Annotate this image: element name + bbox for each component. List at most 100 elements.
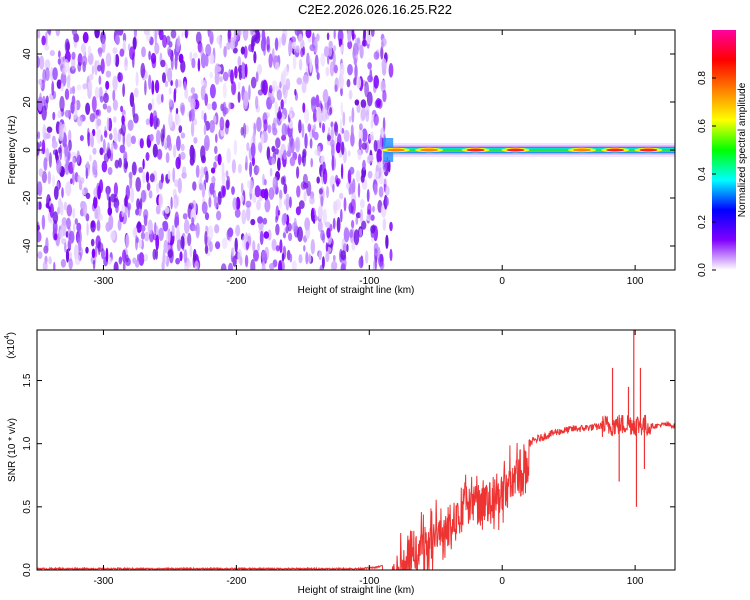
noise-blob bbox=[192, 181, 197, 191]
noise-blob bbox=[92, 259, 96, 270]
noise-blob bbox=[321, 256, 325, 269]
noise-blob bbox=[66, 217, 71, 230]
snr-marks bbox=[37, 330, 675, 570]
noise-blob bbox=[173, 88, 177, 103]
noise-blob bbox=[207, 103, 213, 110]
noise-blob bbox=[360, 99, 367, 109]
noise-blob bbox=[167, 141, 173, 151]
band-peak bbox=[573, 148, 591, 152]
noise-blob bbox=[52, 219, 58, 235]
noise-blob bbox=[200, 145, 206, 161]
band-peak bbox=[506, 148, 525, 152]
noise-blob bbox=[304, 217, 311, 231]
noise-blob bbox=[114, 159, 120, 169]
noise-blob bbox=[65, 248, 70, 263]
noise-blob bbox=[37, 181, 43, 197]
noise-blob bbox=[39, 141, 42, 148]
noise-blob bbox=[343, 197, 347, 212]
noise-blob bbox=[346, 243, 349, 253]
noise-blob bbox=[99, 95, 104, 103]
noise-blob bbox=[310, 239, 315, 255]
noise-blob bbox=[78, 179, 83, 191]
noise-blob bbox=[120, 105, 124, 113]
noise-blob bbox=[98, 47, 103, 58]
noise-blob bbox=[41, 35, 46, 46]
noise-blob bbox=[107, 148, 112, 159]
noise-blob bbox=[296, 185, 301, 198]
noise-blob bbox=[266, 36, 270, 51]
noise-blob bbox=[74, 218, 79, 225]
noise-blob bbox=[359, 208, 364, 223]
noise-blob bbox=[145, 118, 150, 126]
noise-blob bbox=[322, 89, 329, 104]
noise-blob bbox=[52, 211, 59, 224]
noise-blob bbox=[204, 230, 208, 246]
noise-blob bbox=[82, 201, 88, 217]
noise-blob bbox=[129, 92, 135, 107]
noise-blob bbox=[189, 245, 193, 258]
noise-blob bbox=[200, 46, 204, 59]
noise-blob bbox=[314, 214, 318, 222]
noise-blob bbox=[205, 43, 212, 57]
noise-blob bbox=[298, 200, 305, 210]
noise-blob bbox=[100, 58, 105, 75]
noise-blob bbox=[225, 119, 230, 129]
noise-blob bbox=[219, 116, 225, 131]
noise-blob bbox=[215, 66, 222, 73]
noise-blob bbox=[283, 183, 288, 195]
noise-blob bbox=[123, 157, 128, 174]
noise-blob bbox=[113, 142, 118, 150]
noise-blob bbox=[245, 155, 248, 171]
noise-blob bbox=[321, 122, 326, 134]
noise-blob bbox=[313, 38, 318, 54]
noise-blob bbox=[364, 81, 369, 98]
noise-blob bbox=[356, 76, 362, 89]
noise-blob bbox=[330, 121, 334, 128]
noise-blob bbox=[295, 206, 301, 216]
noise-blob bbox=[252, 192, 257, 204]
noise-blob bbox=[360, 107, 366, 121]
noise-blob bbox=[44, 44, 50, 51]
noise-blob bbox=[37, 96, 44, 112]
noise-blob bbox=[333, 30, 336, 40]
noise-blob bbox=[142, 158, 145, 170]
noise-blob bbox=[176, 135, 181, 151]
noise-blob bbox=[301, 80, 307, 94]
noise-blob bbox=[113, 132, 118, 143]
noise-blob bbox=[135, 208, 140, 216]
noise-blob bbox=[256, 166, 260, 173]
noise-blob bbox=[347, 40, 353, 50]
noise-blob bbox=[107, 167, 113, 175]
noise-blob bbox=[148, 74, 152, 90]
noise-blob bbox=[175, 78, 179, 89]
noise-blob bbox=[140, 189, 147, 203]
noise-blob bbox=[321, 106, 328, 122]
noise-blob bbox=[162, 72, 166, 84]
noise-blob bbox=[365, 109, 370, 122]
y-tick-label: 0.0 bbox=[22, 563, 33, 577]
noise-blob bbox=[195, 222, 200, 239]
noise-blob bbox=[112, 75, 118, 92]
noise-blob bbox=[349, 183, 355, 195]
noise-blob bbox=[138, 238, 143, 249]
spectrogram-x-ticks: -300 -200 -100 0 100 bbox=[93, 30, 644, 287]
multiplier-exp: 4 bbox=[4, 335, 11, 339]
noise-blob bbox=[82, 31, 89, 44]
noise-blob bbox=[151, 80, 155, 95]
noise-blob bbox=[187, 232, 192, 247]
noise-blob bbox=[177, 177, 182, 194]
noise-blob bbox=[329, 61, 335, 77]
noise-blob bbox=[37, 251, 43, 259]
noise-blob bbox=[135, 236, 139, 244]
noise-blob bbox=[245, 241, 249, 250]
noise-blob bbox=[257, 141, 263, 153]
noise-blob bbox=[359, 228, 363, 238]
noise-blob bbox=[316, 33, 320, 42]
noise-blob bbox=[340, 163, 344, 180]
noise-blob bbox=[235, 224, 241, 237]
noise-blob bbox=[58, 121, 63, 138]
noise-blob bbox=[190, 108, 195, 122]
noise-blob bbox=[102, 138, 106, 154]
colorbar-ticks: 0.0 0.2 0.4 0.6 0.8 bbox=[697, 71, 716, 277]
noise-blob bbox=[97, 64, 102, 72]
